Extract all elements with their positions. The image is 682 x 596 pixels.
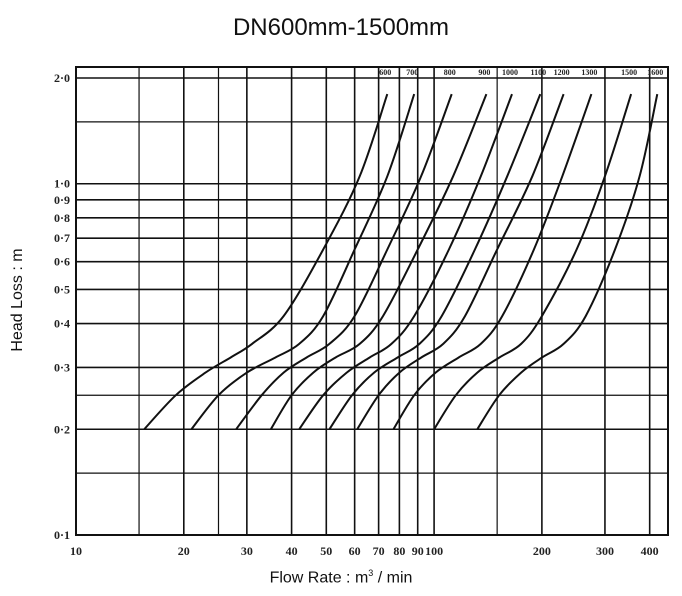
- x-tick-labels: 10 20 30 40 50 60 70 80 90 100 200 300 400: [70, 544, 659, 558]
- x-axis-label: Flow Rate : m3 / min: [0, 568, 682, 587]
- x-tick-label: 40: [286, 544, 298, 558]
- legend-label-1200: 1200: [554, 68, 570, 77]
- x-tick-label: 200: [533, 544, 551, 558]
- x-tick-label: 50: [320, 544, 332, 558]
- legend-label-900: 900: [478, 68, 490, 77]
- series-line-1200: [356, 93, 565, 430]
- series-line-700: [190, 93, 416, 430]
- y-tick-label: 0·2: [54, 422, 70, 436]
- legend-label-1000: 1000: [502, 68, 518, 77]
- series-line-600: [143, 93, 389, 430]
- y-tick-label: 0·1: [54, 528, 70, 542]
- y-tick-label: 0·7: [54, 231, 70, 245]
- legend-label-1300: 1300: [581, 68, 597, 77]
- legend-label-1100: 1100: [531, 68, 547, 77]
- x-tick-label: 90: [412, 544, 424, 558]
- legend-label-700: 700: [406, 68, 418, 77]
- series-layer: [143, 93, 659, 430]
- series-line-900: [269, 93, 488, 430]
- y-tick-label: 2·0: [54, 71, 70, 85]
- y-tick-label: 1·0: [54, 177, 70, 191]
- legend-label-1500: 1500: [621, 68, 637, 77]
- plot-frame: [75, 66, 669, 536]
- series-line-800: [235, 93, 453, 430]
- legend-label-800: 800: [444, 68, 456, 77]
- legend-layer: 600 700 800 900 1000 1100 1200 1300 1500 1600: [379, 68, 663, 77]
- x-axis-label-sup: 3: [368, 568, 374, 578]
- y-tick-label: 0·9: [54, 193, 70, 207]
- series-line-1100: [328, 93, 542, 430]
- y-tick-label: 0·3: [54, 360, 70, 374]
- plot-border: [75, 66, 669, 536]
- legend-label-600: 600: [379, 68, 391, 77]
- y-tick-label: 0·4: [54, 317, 70, 331]
- x-tick-label: 20: [178, 544, 190, 558]
- x-tick-label: 80: [393, 544, 405, 558]
- y-tick-label: 0·6: [54, 255, 70, 269]
- x-tick-label: 400: [641, 544, 659, 558]
- series-line-1600: [476, 93, 659, 430]
- x-axis-label-unit: / min: [373, 569, 413, 587]
- x-tick-label: 300: [596, 544, 614, 558]
- x-tick-label: 70: [373, 544, 385, 558]
- y-axis-label: Head Loss : m: [9, 248, 26, 352]
- y-tick-labels: 0·1 0·2 0·3 0·4 0·5 0·6 0·7 0·8 0·9 1·0 2·0: [54, 71, 70, 542]
- x-tick-label: 10: [70, 544, 82, 558]
- series-line-1300: [392, 93, 593, 430]
- x-tick-label: 100: [425, 544, 443, 558]
- x-tick-label: 30: [241, 544, 253, 558]
- grid-layer: [75, 67, 668, 536]
- chart-title: DN600mm-1500mm: [232, 14, 450, 41]
- series-line-1000: [298, 93, 513, 430]
- y-tick-label: 0·5: [54, 282, 70, 296]
- legend-label-1600: 1600: [647, 68, 663, 77]
- x-tick-label: 60: [349, 544, 361, 558]
- y-tick-label: 0·8: [54, 211, 70, 225]
- x-axis-label-text: Flow Rate : m: [269, 569, 369, 587]
- series-line-1500: [433, 93, 633, 430]
